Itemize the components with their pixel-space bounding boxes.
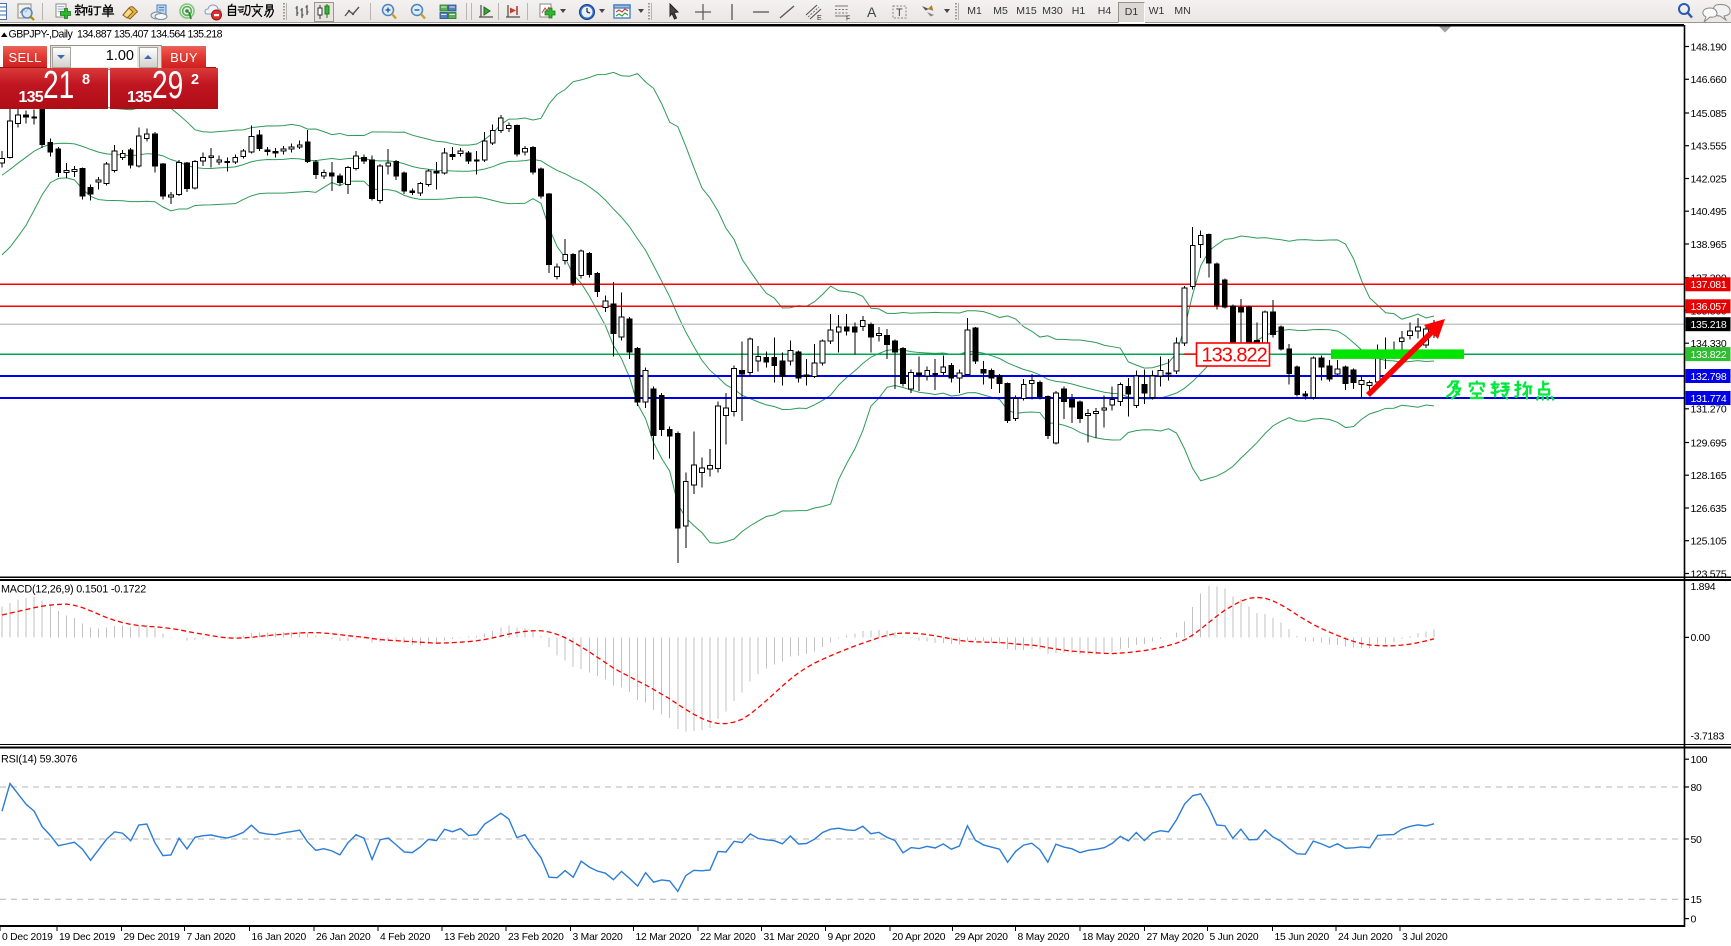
svg-text:7 Jan 2020: 7 Jan 2020: [187, 932, 236, 943]
svg-text:140.495: 140.495: [1691, 206, 1727, 218]
svg-text:4 Feb 2020: 4 Feb 2020: [380, 932, 431, 943]
svg-text:22 Mar 2020: 22 Mar 2020: [700, 932, 756, 943]
svg-text:133.822: 133.822: [1202, 345, 1268, 367]
svg-text:136.057: 136.057: [1691, 301, 1727, 313]
svg-text:MACD(12,26,9) 0.1501 -0.1722: MACD(12,26,9) 0.1501 -0.1722: [1, 584, 146, 596]
svg-text:132.798: 132.798: [1691, 371, 1727, 383]
svg-text:126.635: 126.635: [1691, 503, 1727, 515]
svg-text:142.025: 142.025: [1691, 173, 1727, 185]
svg-text:12 Mar 2020: 12 Mar 2020: [636, 932, 692, 943]
svg-text:146.660: 146.660: [1691, 74, 1727, 86]
svg-text:RSI(14) 59.3076: RSI(14) 59.3076: [1, 754, 77, 766]
svg-text:3 Jul 2020: 3 Jul 2020: [1402, 932, 1448, 943]
svg-text:29 Dec 2019: 29 Dec 2019: [124, 932, 181, 943]
svg-text:8 May 2020: 8 May 2020: [1018, 932, 1070, 943]
svg-text:1.894: 1.894: [1691, 581, 1716, 593]
svg-text:F: F: [846, 16, 850, 22]
svg-text:133.822: 133.822: [1691, 349, 1727, 361]
svg-text:E: E: [817, 15, 822, 21]
svg-text:100: 100: [1691, 754, 1708, 766]
svg-text:15 Jun 2020: 15 Jun 2020: [1275, 932, 1330, 943]
svg-text:9 Apr 2020: 9 Apr 2020: [828, 932, 876, 943]
svg-text:0: 0: [1691, 913, 1697, 925]
svg-text:129.695: 129.695: [1691, 437, 1727, 449]
svg-text:125.105: 125.105: [1691, 536, 1727, 548]
svg-text:3 Mar 2020: 3 Mar 2020: [573, 932, 624, 943]
svg-text:15: 15: [1691, 894, 1703, 906]
svg-text:123.575: 123.575: [1691, 568, 1727, 580]
svg-text:29 Apr 2020: 29 Apr 2020: [955, 932, 1009, 943]
svg-text:148.190: 148.190: [1691, 41, 1727, 53]
svg-text:18 May 2020: 18 May 2020: [1082, 932, 1140, 943]
svg-text:19 Dec 2019: 19 Dec 2019: [59, 932, 116, 943]
svg-text:24 Jun 2020: 24 Jun 2020: [1338, 932, 1393, 943]
svg-text:143.555: 143.555: [1691, 141, 1727, 153]
svg-text:128.165: 128.165: [1691, 470, 1727, 482]
svg-text:5 Jun 2020: 5 Jun 2020: [1210, 932, 1259, 943]
svg-text:-3.7183: -3.7183: [1691, 730, 1725, 742]
svg-text:0 Dec 2019: 0 Dec 2019: [2, 932, 53, 943]
svg-text:23 Feb 2020: 23 Feb 2020: [508, 932, 564, 943]
svg-text:135.218: 135.218: [1691, 319, 1727, 331]
svg-text:131.774: 131.774: [1691, 393, 1727, 405]
svg-text:26 Jan 2020: 26 Jan 2020: [316, 932, 371, 943]
svg-text:A: A: [867, 4, 877, 20]
svg-text:GBPJPY-,Daily 134.887 135.407: GBPJPY-,Daily 134.887 135.407 134.564 13…: [9, 29, 223, 41]
svg-text:31 Mar 2020: 31 Mar 2020: [764, 932, 820, 943]
svg-text:134.330: 134.330: [1691, 338, 1727, 350]
svg-text:0.00: 0.00: [1691, 632, 1711, 644]
svg-text:13 Feb 2020: 13 Feb 2020: [444, 932, 500, 943]
svg-text:16 Jan 2020: 16 Jan 2020: [252, 932, 307, 943]
svg-text:27 May 2020: 27 May 2020: [1147, 932, 1205, 943]
svg-text:80: 80: [1691, 782, 1703, 794]
svg-text:50: 50: [1691, 834, 1703, 846]
svg-text:138.965: 138.965: [1691, 239, 1727, 251]
svg-text:20 Apr 2020: 20 Apr 2020: [892, 932, 946, 943]
svg-text:137.081: 137.081: [1691, 279, 1727, 291]
svg-text:T: T: [896, 7, 903, 19]
svg-text:131.270: 131.270: [1691, 404, 1727, 416]
svg-text:145.085: 145.085: [1691, 108, 1727, 120]
